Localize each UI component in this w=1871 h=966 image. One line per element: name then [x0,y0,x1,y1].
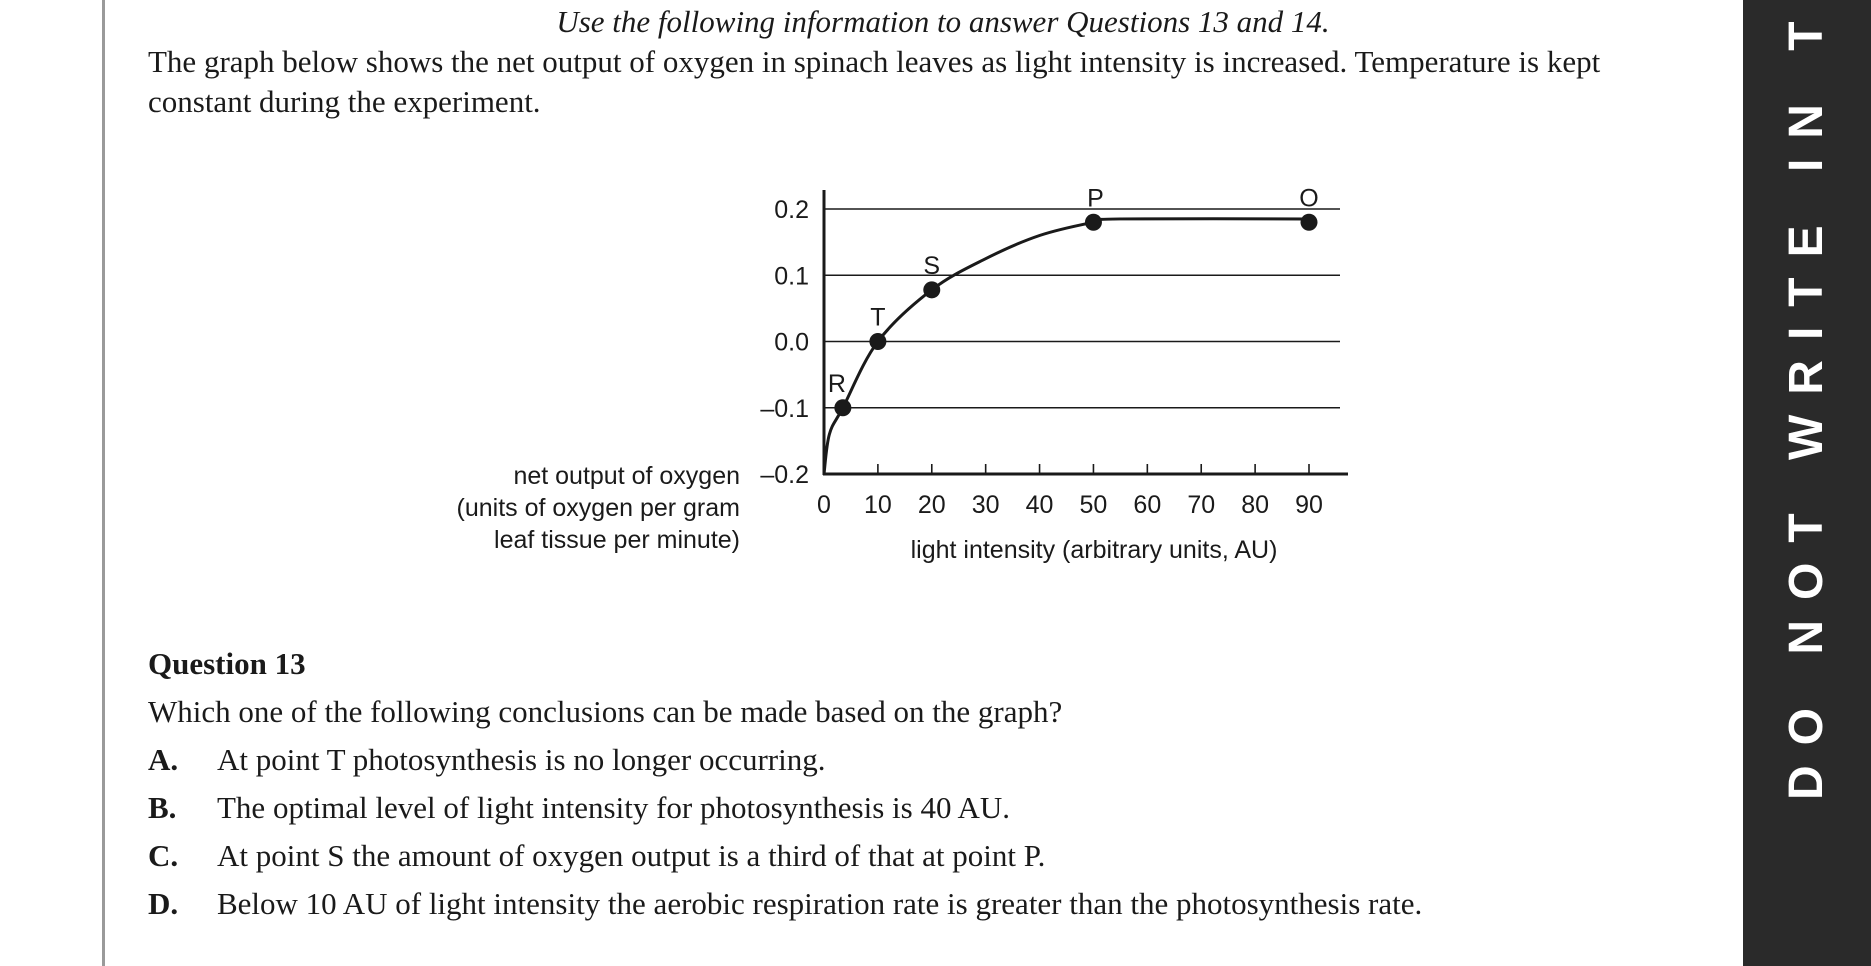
x-tick-label: 30 [972,491,1000,519]
x-tick-label: 90 [1295,491,1323,519]
page-margin-line [102,0,105,966]
oxygen-output-curve [822,217,1310,475]
question-text: Which one of the following conclusions c… [148,694,1063,729]
option-d[interactable]: D. Below 10 AU of light intensity the ae… [148,880,1708,928]
y-tick-label: 0.1 [774,262,809,290]
oxygen-output-chart: 0 10 20 30 40 50 60 70 80 90 0.2 0.1 0.0 –0.1 –0.2 ligh… [760,184,1348,564]
option-letter: D. [148,886,179,921]
option-c[interactable]: C. At point S the amount of oxygen outpu… [148,832,1708,880]
point-label-p: P [1087,184,1104,212]
instruction-text: Use the following information to answer … [556,4,1330,39]
x-tick-label: 0 [817,491,831,519]
x-tick-label: 50 [1080,491,1108,519]
x-tick-label: 20 [918,491,946,519]
option-text: At point S the amount of oxygen output i… [217,838,1046,873]
y-tick-label: –0.1 [760,395,809,423]
x-tick-label: 80 [1241,491,1269,519]
option-letter: B. [148,790,177,825]
x-tick-label: 60 [1133,491,1161,519]
question-13: Question 13 Which one of the following c… [148,640,1708,928]
data-point-s [923,281,941,299]
x-axis-label: light intensity (arbitrary units, AU) [911,536,1278,564]
point-label-o: O [1299,184,1318,212]
option-a[interactable]: A. At point T photosynthesis is no longe… [148,736,1708,784]
graph-area: 0 10 20 30 40 50 60 70 80 90 0.2 0.1 0.0 –0.1 –0.2 ligh… [0,170,1500,590]
y-axis-label-line: (units of oxygen per gram [456,494,740,522]
y-axis-label: net output of oxygen (units of oxygen pe… [400,460,740,556]
option-text: At point T photosynthesis is no longer o… [217,742,826,777]
option-b[interactable]: B. The optimal level of light intensity … [148,784,1708,832]
x-tick-label: 40 [1026,491,1054,519]
data-point-o [1300,213,1318,231]
option-letter: A. [148,742,179,777]
data-point-t [869,333,887,350]
y-tick-label: –0.2 [760,461,809,489]
side-banner: DO NOT WRITE IN THIS [1743,0,1871,966]
x-tick-label: 10 [864,491,892,519]
y-tick-label: 0.2 [774,196,809,224]
y-axis-label-line: leaf tissue per minute) [494,526,740,554]
option-text: The optimal level of light intensity for… [217,790,1011,825]
do-not-write-banner-text: DO NOT WRITE IN THIS [1780,0,1833,800]
point-label-t: T [870,304,885,332]
point-label-r: R [828,370,846,398]
y-tick-label: 0.0 [774,329,809,357]
data-point-p [1084,213,1102,231]
option-letter: C. [148,838,179,873]
y-axis-label-line: net output of oxygen [513,462,740,490]
question-title: Question 13 [148,646,306,681]
description-text: The graph below shows the net output of … [148,44,1601,119]
option-text: Below 10 AU of light intensity the aerob… [217,886,1423,921]
intro-section: Use the following information to answer … [148,2,1708,122]
point-label-s: S [923,252,940,280]
x-tick-label: 70 [1187,491,1215,519]
data-point-r [834,399,852,417]
